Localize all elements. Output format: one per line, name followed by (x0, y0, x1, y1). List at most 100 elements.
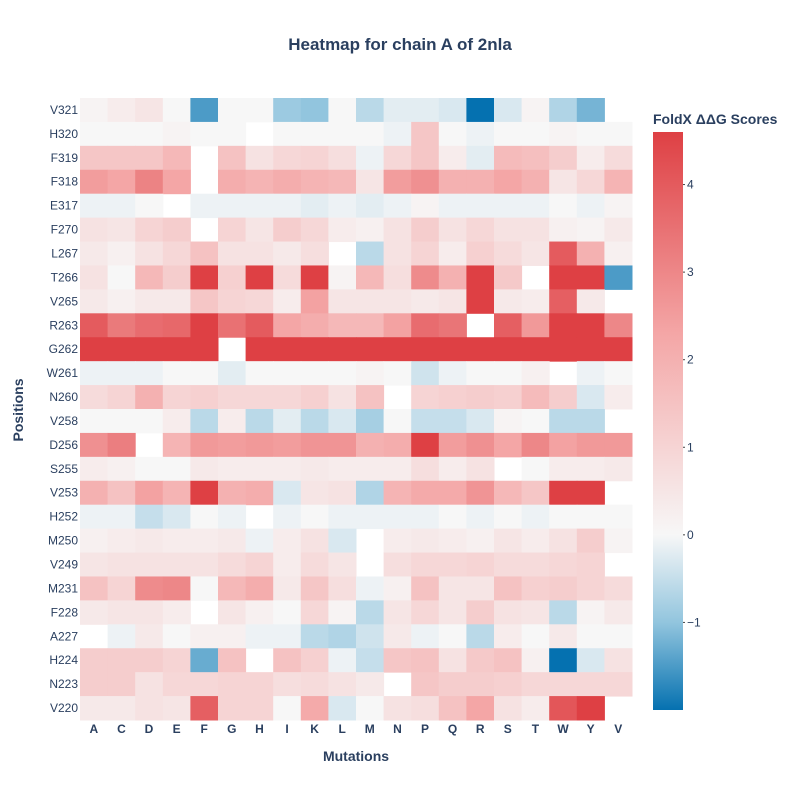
heatmap-cell-V321-N (383, 98, 412, 123)
heatmap-cell-N223-L (328, 672, 357, 697)
heatmap-cell-V258-H (245, 409, 274, 434)
y-tick-label: N223 (49, 677, 78, 691)
heatmap-cell-G262-K (300, 337, 329, 362)
heatmap-cell-D256-F (190, 432, 219, 458)
heatmap-cell-S255-T (521, 456, 550, 482)
heatmap-cell-G262-A (80, 337, 109, 362)
heatmap-cell-S255-W (549, 456, 578, 482)
heatmap-cell-V253-K (300, 480, 329, 506)
heatmap-cell-T266-E (162, 265, 191, 290)
heatmap-cell-H252-G (218, 504, 247, 530)
x-tick-label: D (145, 722, 154, 736)
heatmap-cell-M231-D (135, 576, 164, 601)
heatmap-cell-F318-M (356, 169, 385, 195)
heatmap-cell-F319-H (245, 145, 274, 171)
heatmap-cell-F228-R (466, 600, 495, 625)
heatmap-cell-R263-D (135, 313, 164, 338)
heatmap-cell-V249-H (245, 552, 274, 577)
heatmap-cell-F228-H (245, 600, 274, 625)
heatmap-cell-N223-P (411, 672, 440, 697)
heatmap-cell-F270-Q (438, 217, 467, 243)
heatmap-cell-S255-V (604, 456, 633, 482)
y-tick-label: L267 (51, 247, 78, 261)
y-tick-label: T266 (51, 270, 79, 284)
heatmap-cell-F270-W (549, 217, 578, 243)
heatmap-cell-F318-N (383, 169, 412, 195)
heatmap-cell-A227-H (245, 624, 274, 649)
heatmap-cell-V220-D (135, 696, 164, 721)
heatmap-cell-F318-G (218, 169, 247, 195)
heatmap-cell-E317-D (135, 193, 164, 219)
heatmap-cell-S255-P (411, 456, 440, 482)
heatmap-cell-V321-W (549, 98, 578, 123)
heatmap-cell-W261-Y (576, 361, 605, 386)
y-tick-label: D256 (49, 438, 78, 452)
heatmap-cell-V321-Y (576, 98, 605, 123)
heatmap-cell-R263-A (80, 313, 109, 338)
heatmap-cell-F228-E (162, 600, 191, 625)
heatmap-cell-E317-T (521, 193, 550, 219)
heatmap-cell-V249-P (411, 552, 440, 577)
heatmap-cell-V253-T (521, 480, 550, 506)
heatmap-cell-G262-T (521, 337, 550, 362)
heatmap-cell-M231-L (328, 576, 357, 601)
heatmap-cell-V265-Y (576, 289, 605, 314)
heatmap-cell-M231-K (300, 576, 329, 601)
heatmap-cell-M250-P (411, 528, 440, 554)
heatmap-cell-F270-V (604, 217, 633, 243)
heatmap-cell-H224-E (162, 648, 191, 673)
heatmap-cell-V220-Q (438, 696, 467, 721)
heatmap-cell-M250-H (245, 528, 274, 554)
heatmap-cell-L267-C (107, 241, 136, 266)
heatmap-cell-W261-I (273, 361, 302, 386)
heatmap-cell-H320-K (300, 121, 329, 147)
heatmap-cell-V220-F (190, 696, 219, 721)
heatmap-cell-M231-N (383, 576, 412, 601)
heatmap-cell-F319-T (521, 145, 550, 171)
heatmap-cell-M250-W (549, 528, 578, 554)
heatmap-cell-E317-W (549, 193, 578, 219)
heatmap-cell-G262-W (549, 337, 578, 362)
heatmap-cell-H252-T (521, 504, 550, 530)
heatmap-cell-M231-E (162, 576, 191, 601)
heatmap-cell-A227-F (190, 624, 219, 649)
heatmap-cell-F228-N (383, 600, 412, 625)
heatmap-cell-N260-R (466, 385, 495, 410)
heatmap-cell-N260-A (80, 385, 109, 410)
heatmap-cell-F318-W (549, 169, 578, 195)
heatmap-cell-G262-I (273, 337, 302, 362)
heatmap-cell-A227-I (273, 624, 302, 649)
heatmap-cell-M250-F (190, 528, 219, 554)
y-tick-label: V321 (50, 103, 78, 117)
heatmap-cell-V265-L (328, 289, 357, 314)
heatmap-cell-H224-Q (438, 648, 467, 673)
heatmap-cell-M250-N (383, 528, 412, 554)
heatmap-cell-L267-I (273, 241, 302, 266)
heatmap-cell-F319-D (135, 145, 164, 171)
heatmap-cell-T266-D (135, 265, 164, 290)
heatmap-cell-E317-A (80, 193, 109, 219)
heatmap-cell-V258-D (135, 409, 164, 434)
heatmap-cell-L267-P (411, 241, 440, 266)
heatmap-cell-W261-A (80, 361, 109, 386)
heatmap-cell-V220-T (521, 696, 550, 721)
heatmap-cell-A227-G (218, 624, 247, 649)
heatmap-cell-H320-E (162, 121, 191, 147)
heatmap-cell-H320-Q (438, 121, 467, 147)
heatmap-cell-V249-E (162, 552, 191, 577)
heatmap-cell-F319-P (411, 145, 440, 171)
heatmap-cell-S255-Y (576, 456, 605, 482)
heatmap-cell-V265-A (80, 289, 109, 314)
heatmap-cell-N260-F (190, 385, 219, 410)
heatmap-cell-R263-E (162, 313, 191, 338)
heatmap-cell-H252-K (300, 504, 329, 530)
colorbar-tick-label: −1 (687, 615, 701, 629)
heatmap-cell-R263-Q (438, 313, 467, 338)
heatmap-cell-M231-F (190, 576, 219, 601)
heatmap-cell-M250-T (521, 528, 550, 554)
heatmap-cell-E317-K (300, 193, 329, 219)
heatmap-cell-E317-Q (438, 193, 467, 219)
heatmap-cell-G262-M (356, 337, 385, 362)
heatmap-cell-W261-G (218, 361, 247, 386)
heatmap-cell-F228-I (273, 600, 302, 625)
